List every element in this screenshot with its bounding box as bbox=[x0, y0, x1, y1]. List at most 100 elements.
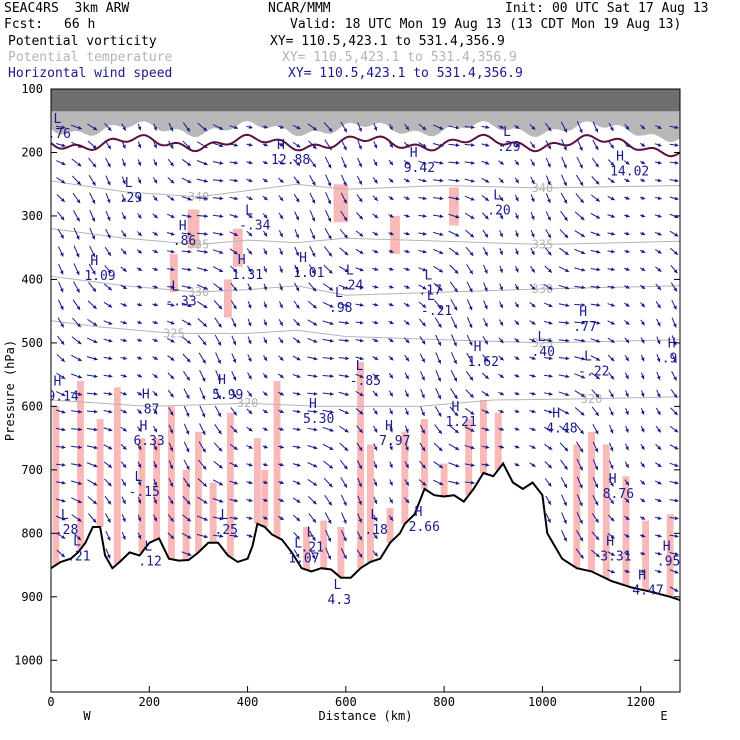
wind-arrow bbox=[608, 140, 615, 149]
wind-arrow-head bbox=[296, 445, 301, 449]
wind-arrow bbox=[167, 213, 175, 219]
wind-arrow bbox=[559, 247, 569, 256]
wind-arrow bbox=[136, 338, 143, 342]
wind-arrow-head bbox=[595, 375, 600, 380]
wind-arrow bbox=[669, 534, 679, 538]
wind-arrow-head bbox=[76, 288, 80, 293]
wind-arrow-head bbox=[515, 462, 520, 467]
wind-arrow-head bbox=[373, 482, 378, 487]
wind-arrow bbox=[339, 442, 349, 452]
wind-arrow bbox=[655, 551, 662, 556]
wind-arrow-head bbox=[515, 427, 520, 431]
wind-arrow-head bbox=[625, 357, 629, 362]
wind-arrow-head bbox=[610, 196, 615, 201]
wind-arrow-head bbox=[122, 233, 126, 238]
wind-arrow bbox=[212, 124, 224, 131]
wind-arrow bbox=[168, 442, 174, 452]
wind-arrow-head bbox=[219, 143, 224, 148]
wind-arrow bbox=[576, 476, 583, 489]
wind-arrow-head bbox=[204, 214, 208, 219]
wind-arrow bbox=[466, 316, 473, 329]
wind-arrow-head bbox=[547, 216, 551, 221]
wind-arrow-head bbox=[610, 321, 615, 325]
wind-arrow-head bbox=[60, 553, 65, 558]
wind-arrow bbox=[670, 407, 678, 416]
wind-arrow-head bbox=[61, 463, 66, 467]
wind-arrow bbox=[669, 143, 679, 147]
wind-arrow bbox=[307, 391, 318, 396]
wind-arrow bbox=[55, 498, 66, 503]
wind-arrow bbox=[183, 477, 191, 488]
x-axis-label: Distance (km) bbox=[319, 709, 413, 723]
wind-arrow-head bbox=[455, 160, 460, 165]
extremum-type: L bbox=[171, 279, 179, 294]
pv-positive-area bbox=[320, 520, 328, 569]
wind-arrow bbox=[262, 142, 268, 147]
wind-arrow-head bbox=[579, 164, 583, 169]
wind-arrow bbox=[121, 478, 127, 487]
wind-arrow-head bbox=[345, 356, 349, 361]
wind-arrow bbox=[307, 300, 318, 309]
wind-arrow-head bbox=[203, 161, 208, 166]
wind-arrow bbox=[105, 210, 111, 221]
wind-arrow bbox=[515, 248, 519, 255]
wind-arrow bbox=[372, 249, 379, 254]
wind-arrow bbox=[230, 407, 238, 416]
wind-arrow-head bbox=[296, 391, 301, 396]
extremum-value: 14.02 bbox=[610, 164, 649, 179]
wind-arrow bbox=[340, 477, 348, 488]
wind-arrow-head bbox=[93, 391, 98, 396]
wind-arrow-head bbox=[153, 392, 158, 397]
wind-arrow-head bbox=[296, 374, 301, 378]
wind-arrow-head bbox=[59, 252, 64, 257]
wind-arrow-head bbox=[405, 213, 410, 218]
extremum-value: 12.88 bbox=[271, 153, 310, 168]
wind-arrow bbox=[121, 158, 126, 167]
wind-arrow bbox=[388, 302, 394, 307]
wind-arrow bbox=[137, 159, 142, 167]
wind-arrow bbox=[168, 407, 174, 416]
wind-arrow-head bbox=[439, 232, 444, 237]
plot-frame bbox=[50, 88, 681, 693]
wind-arrow-head bbox=[313, 391, 318, 396]
wind-arrow bbox=[403, 160, 410, 166]
wind-arrow-head bbox=[596, 249, 601, 254]
wind-arrow bbox=[338, 408, 350, 415]
wind-arrow bbox=[86, 337, 98, 344]
wind-arrow bbox=[120, 461, 127, 469]
wind-arrow bbox=[372, 550, 379, 557]
wind-arrow-head bbox=[674, 463, 679, 467]
wind-arrow-head bbox=[579, 448, 584, 453]
wind-arrow bbox=[543, 302, 553, 308]
wind-arrow bbox=[229, 480, 239, 485]
wind-arrow bbox=[559, 425, 569, 434]
wind-arrow bbox=[481, 427, 490, 432]
pv-positive-area bbox=[494, 412, 502, 470]
wind-arrow-head bbox=[499, 391, 504, 396]
wind-arrow-head bbox=[641, 285, 646, 289]
wind-arrow bbox=[591, 549, 600, 558]
wind-arrow bbox=[574, 211, 585, 221]
wind-arrow-head bbox=[640, 410, 645, 415]
wind-arrow-head bbox=[515, 268, 519, 273]
wind-arrow bbox=[120, 338, 128, 343]
wind-arrow-head bbox=[78, 463, 82, 468]
wind-arrow-head bbox=[389, 499, 393, 504]
wind-arrow bbox=[498, 160, 505, 166]
wind-arrow bbox=[544, 247, 552, 256]
wind-arrow bbox=[624, 533, 630, 538]
wind-arrow bbox=[152, 302, 159, 307]
wind-arrow-head bbox=[219, 232, 224, 236]
wind-arrow bbox=[356, 460, 363, 470]
wind-arrow bbox=[88, 157, 97, 168]
wind-arrow-head bbox=[625, 213, 630, 218]
wind-arrow bbox=[529, 445, 536, 449]
wind-arrow bbox=[338, 338, 349, 343]
wind-arrow bbox=[515, 230, 519, 238]
wind-arrow bbox=[640, 372, 645, 380]
wind-arrow bbox=[307, 319, 318, 326]
wind-arrow bbox=[481, 125, 490, 130]
wind-arrow bbox=[182, 495, 191, 505]
wind-arrow bbox=[671, 353, 677, 364]
wind-arrow bbox=[292, 337, 301, 344]
